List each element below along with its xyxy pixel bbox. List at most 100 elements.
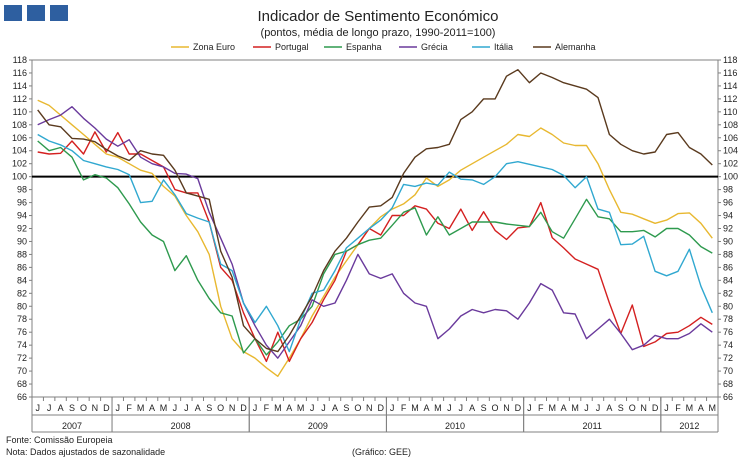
y-tick-label-left: 66	[17, 392, 27, 402]
y-tick-label-left: 110	[13, 107, 27, 117]
month-label: M	[274, 403, 282, 413]
y-tick-label-left: 74	[17, 340, 27, 350]
month-label: J	[447, 403, 452, 413]
month-label: A	[606, 403, 612, 413]
month-label: S	[343, 403, 349, 413]
series-line-espanha	[37, 140, 713, 356]
y-tick-label-right: 110	[723, 107, 737, 117]
y-tick-label-right: 104	[723, 146, 738, 156]
month-label: D	[240, 403, 247, 413]
month-label: A	[423, 403, 429, 413]
month-label: F	[264, 403, 270, 413]
y-tick-label-right: 88	[723, 249, 733, 259]
year-label: 2011	[583, 421, 602, 431]
series-layer	[37, 68, 713, 377]
y-tick-label-left: 96	[17, 198, 27, 208]
month-label: J	[310, 403, 315, 413]
month-label: A	[469, 403, 475, 413]
legend-label: Zona Euro	[193, 42, 235, 52]
y-tick-label-right: 74	[723, 340, 733, 350]
chart-subtitle: (pontos, média de longo prazo, 1990-2011…	[260, 27, 496, 39]
month-label: J	[253, 403, 258, 413]
y-tick-label-left: 114	[13, 81, 27, 91]
axes: 66 66 68 68 70 70 72 72 74 74 76 76 78 78 80 80 82 82 84 84…	[12, 55, 738, 433]
y-tick-label-right: 92	[723, 224, 733, 234]
month-label: J	[184, 403, 189, 413]
y-tick-label-left: 86	[17, 262, 27, 272]
month-label: D	[377, 403, 384, 413]
y-tick-label-left: 84	[17, 275, 27, 285]
chart-title: Indicador de Sentimento Económico	[257, 8, 499, 25]
y-tick-label-right: 108	[723, 120, 738, 130]
month-label: N	[503, 403, 510, 413]
y-tick-label-right: 80	[723, 301, 733, 311]
data-note: Nota: Dados ajustados de sazonalidade	[6, 447, 166, 457]
month-label: A	[698, 403, 704, 413]
y-tick-label-left: 78	[17, 314, 27, 324]
year-label: 2009	[308, 421, 328, 431]
month-label: S	[206, 403, 212, 413]
y-tick-label-right: 100	[723, 172, 738, 182]
month-label: O	[492, 403, 499, 413]
legend-label: Espanha	[346, 42, 382, 52]
y-tick-label-left: 72	[17, 353, 27, 363]
y-tick-label-right: 90	[723, 236, 733, 246]
y-tick-label-right: 84	[723, 275, 733, 285]
month-label: D	[515, 403, 522, 413]
y-tick-label-left: 112	[13, 94, 27, 104]
legend-label: Portugal	[275, 42, 309, 52]
y-tick-label-left: 80	[17, 301, 27, 311]
month-label: M	[434, 403, 442, 413]
legend-label: Grécia	[421, 42, 448, 52]
month-label: N	[229, 403, 236, 413]
year-label: 2012	[679, 421, 699, 431]
month-label: O	[629, 403, 636, 413]
month-label: F	[675, 403, 681, 413]
year-label: 2008	[171, 421, 191, 431]
month-label: M	[709, 403, 717, 413]
month-label: J	[173, 403, 178, 413]
month-label: A	[561, 403, 567, 413]
y-tick-label-right: 82	[723, 288, 733, 298]
series-line-portugal	[37, 131, 713, 363]
y-tick-label-right: 114	[723, 81, 737, 91]
month-label: J	[527, 403, 532, 413]
y-tick-label-left: 68	[17, 379, 27, 389]
series-line-grécia	[37, 105, 713, 359]
month-label: S	[481, 403, 487, 413]
year-label: 2007	[62, 421, 82, 431]
y-tick-label-right: 102	[723, 159, 738, 169]
y-tick-label-right: 116	[723, 68, 737, 78]
month-label: F	[538, 403, 544, 413]
month-label: J	[459, 403, 464, 413]
month-label: S	[618, 403, 624, 413]
y-tick-label-left: 100	[12, 172, 27, 182]
month-label: S	[69, 403, 75, 413]
y-tick-label-left: 116	[13, 68, 27, 78]
series-line-itália	[37, 133, 713, 353]
y-tick-label-right: 78	[723, 314, 733, 324]
y-tick-label-right: 96	[723, 198, 733, 208]
y-tick-label-right: 66	[723, 392, 733, 402]
month-label: A	[58, 403, 64, 413]
month-label: J	[390, 403, 395, 413]
y-tick-label-left: 76	[17, 327, 27, 337]
y-tick-label-left: 106	[12, 133, 27, 143]
month-label: A	[149, 403, 155, 413]
y-tick-label-left: 92	[17, 224, 27, 234]
month-label: J	[596, 403, 601, 413]
month-label: M	[571, 403, 579, 413]
logo-square	[50, 5, 68, 21]
y-tick-label-left: 82	[17, 288, 27, 298]
legend-label: Alemanha	[555, 42, 596, 52]
y-tick-label-right: 68	[723, 379, 733, 389]
y-tick-label-right: 118	[723, 55, 737, 65]
month-label: N	[92, 403, 99, 413]
month-label: A	[332, 403, 338, 413]
month-label: M	[411, 403, 419, 413]
y-tick-label-right: 94	[723, 211, 733, 221]
month-label: D	[652, 403, 659, 413]
y-tick-label-right: 112	[723, 94, 737, 104]
month-label: J	[35, 403, 40, 413]
